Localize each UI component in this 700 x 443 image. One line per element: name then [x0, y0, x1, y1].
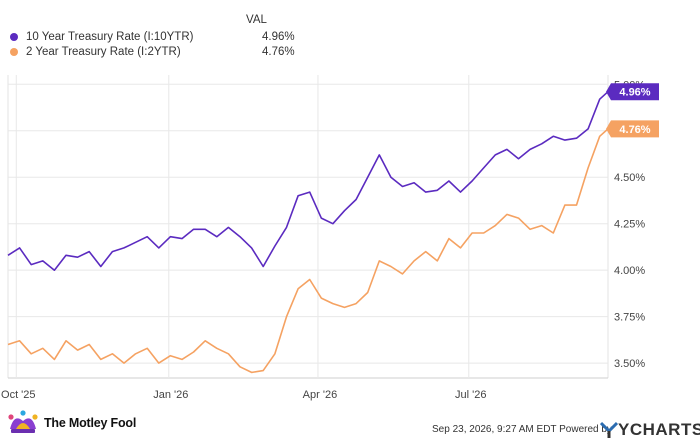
legend-value-header: VAL: [246, 14, 267, 26]
y-tick-label: 3.50%: [614, 358, 645, 370]
x-tick-label: Apr '26: [303, 389, 338, 401]
brand-name: The Motley Fool: [44, 416, 137, 430]
end-value-label-0: 4.96%: [619, 87, 650, 99]
end-value-tag-1: [606, 120, 659, 138]
y-tick-label: 4.25%: [614, 219, 645, 231]
y-tick-label: 3.75%: [614, 312, 645, 324]
timestamp-text: Sep 23, 2026, 9:27 AM EDT Powered by: [432, 424, 612, 435]
y-tick-label: 4.00%: [614, 265, 645, 277]
legend-label-10yr: 10 Year Treasury Rate (I:10YTR): [26, 31, 194, 43]
x-tick-label: Jan '26: [153, 389, 188, 401]
legend-value-2yr: 4.76%: [262, 46, 295, 58]
ycharts-logo[interactable]: YCHARTS: [600, 420, 700, 440]
legend-swatch-2yr: [10, 48, 18, 56]
end-value-tag-0: [606, 83, 659, 101]
x-tick-label: Jul '26: [455, 389, 486, 401]
legend-item-10yr[interactable]: 10 Year Treasury Rate (I:10YTR): [10, 31, 193, 43]
provider-name: YCHARTS: [618, 420, 700, 439]
end-value-label-1: 4.76%: [619, 124, 650, 136]
legend-value-10yr: 4.96%: [262, 31, 295, 43]
x-tick-label: Oct '25: [1, 389, 36, 401]
jester-hat-icon: [8, 410, 38, 433]
legend-item-2yr[interactable]: 2 Year Treasury Rate (I:2YTR): [10, 46, 181, 58]
ycharts-y-icon: [600, 421, 618, 438]
legend-label-2yr: 2 Year Treasury Rate (I:2YTR): [26, 46, 181, 58]
y-tick-label: 4.50%: [614, 172, 645, 184]
series-line-1: [7, 128, 609, 374]
motley-fool-logo[interactable]: The Motley Fool: [8, 409, 136, 437]
series-line-0: [7, 91, 609, 271]
legend-swatch-10yr: [10, 33, 18, 41]
